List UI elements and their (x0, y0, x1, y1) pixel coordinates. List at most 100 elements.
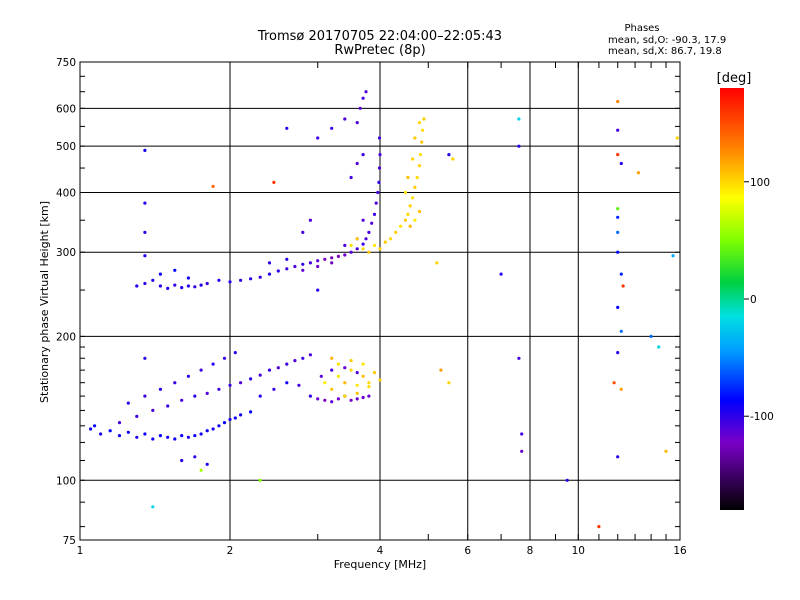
data-point (649, 334, 653, 338)
data-point (364, 237, 368, 241)
data-point (377, 166, 382, 170)
data-point (336, 374, 340, 378)
data-point (355, 371, 359, 375)
data-point (349, 175, 353, 180)
data-point (374, 201, 378, 205)
data-point (316, 136, 320, 140)
data-point (377, 180, 381, 184)
data-point (520, 432, 524, 436)
data-point (258, 478, 262, 482)
colorbar-tick-label: 100 (750, 177, 770, 189)
data-point (205, 281, 209, 286)
data-point (249, 410, 253, 414)
data-point (361, 362, 365, 366)
data-point (361, 247, 365, 251)
data-point (361, 374, 365, 378)
data-point (249, 377, 253, 381)
data-point (166, 435, 170, 439)
data-point (301, 268, 305, 272)
x-tick-label: 8 (527, 545, 534, 557)
data-point (403, 190, 408, 195)
data-point (158, 284, 162, 288)
data-point (319, 374, 323, 378)
data-point (616, 351, 620, 355)
data-point (364, 90, 368, 94)
y-tick-label: 400 (56, 187, 76, 199)
colorbar-tick-label: -100 (750, 411, 774, 423)
data-point (399, 224, 403, 228)
data-point (349, 250, 353, 254)
data-point (355, 397, 359, 401)
data-point (336, 397, 340, 401)
data-point (143, 148, 147, 152)
grid-lines (80, 62, 680, 540)
data-point (143, 254, 147, 258)
data-point (343, 117, 347, 121)
data-point (158, 434, 162, 438)
data-point (597, 525, 601, 529)
data-point (355, 383, 359, 387)
x-tick-label: 4 (377, 545, 384, 557)
data-point (89, 427, 93, 431)
data-point (126, 430, 130, 434)
data-point (408, 204, 412, 208)
data-point (276, 269, 280, 273)
stats-x-line: mean, sd,X: 86.7, 19.8 (608, 46, 722, 57)
data-point (285, 257, 289, 261)
data-point (239, 278, 243, 282)
data-point (418, 153, 422, 157)
data-point (222, 421, 227, 425)
data-point (411, 157, 415, 161)
data-point (330, 261, 334, 265)
data-point (285, 381, 289, 385)
x-tick-label: 6 (464, 545, 471, 557)
data-point (367, 394, 371, 398)
data-point (186, 276, 190, 280)
data-point (173, 381, 177, 385)
data-point (517, 356, 521, 360)
y-axis-label: Stationary phase Virtual Height [km] (38, 201, 51, 403)
data-point (372, 243, 377, 247)
data-point (308, 353, 312, 357)
data-point (421, 128, 425, 132)
data-point (413, 185, 417, 189)
data-point (217, 278, 221, 282)
data-point (308, 218, 312, 222)
data-point (621, 284, 625, 288)
data-point (367, 381, 371, 385)
data-point (199, 283, 203, 287)
data-point (211, 362, 215, 366)
data-point (173, 283, 177, 287)
data-point (93, 424, 97, 428)
data-point (228, 417, 232, 422)
data-point (336, 362, 340, 366)
data-point (367, 250, 371, 254)
data-point (619, 161, 623, 166)
stats-title: Phases (624, 23, 659, 34)
data-point (186, 284, 190, 288)
data-point (108, 429, 112, 433)
data-point (349, 368, 353, 372)
data-point (239, 381, 243, 385)
y-tick-label: 300 (56, 247, 76, 259)
data-point (151, 278, 155, 282)
data-point (217, 424, 221, 428)
data-point (389, 237, 393, 241)
data-point (675, 136, 679, 140)
colorbar (720, 88, 744, 510)
data-point (228, 383, 232, 387)
data-point (143, 356, 147, 360)
data-point (285, 126, 289, 130)
data-point (330, 256, 334, 260)
data-point (358, 106, 362, 110)
data-point (258, 373, 262, 377)
data-point (323, 257, 327, 261)
colorbar-label: [deg] (717, 71, 752, 86)
data-point (272, 387, 276, 391)
data-point (297, 383, 301, 387)
data-point (394, 230, 398, 234)
data-point (193, 455, 197, 459)
data-point (420, 140, 424, 144)
data-point (616, 305, 620, 309)
data-point (258, 394, 262, 398)
